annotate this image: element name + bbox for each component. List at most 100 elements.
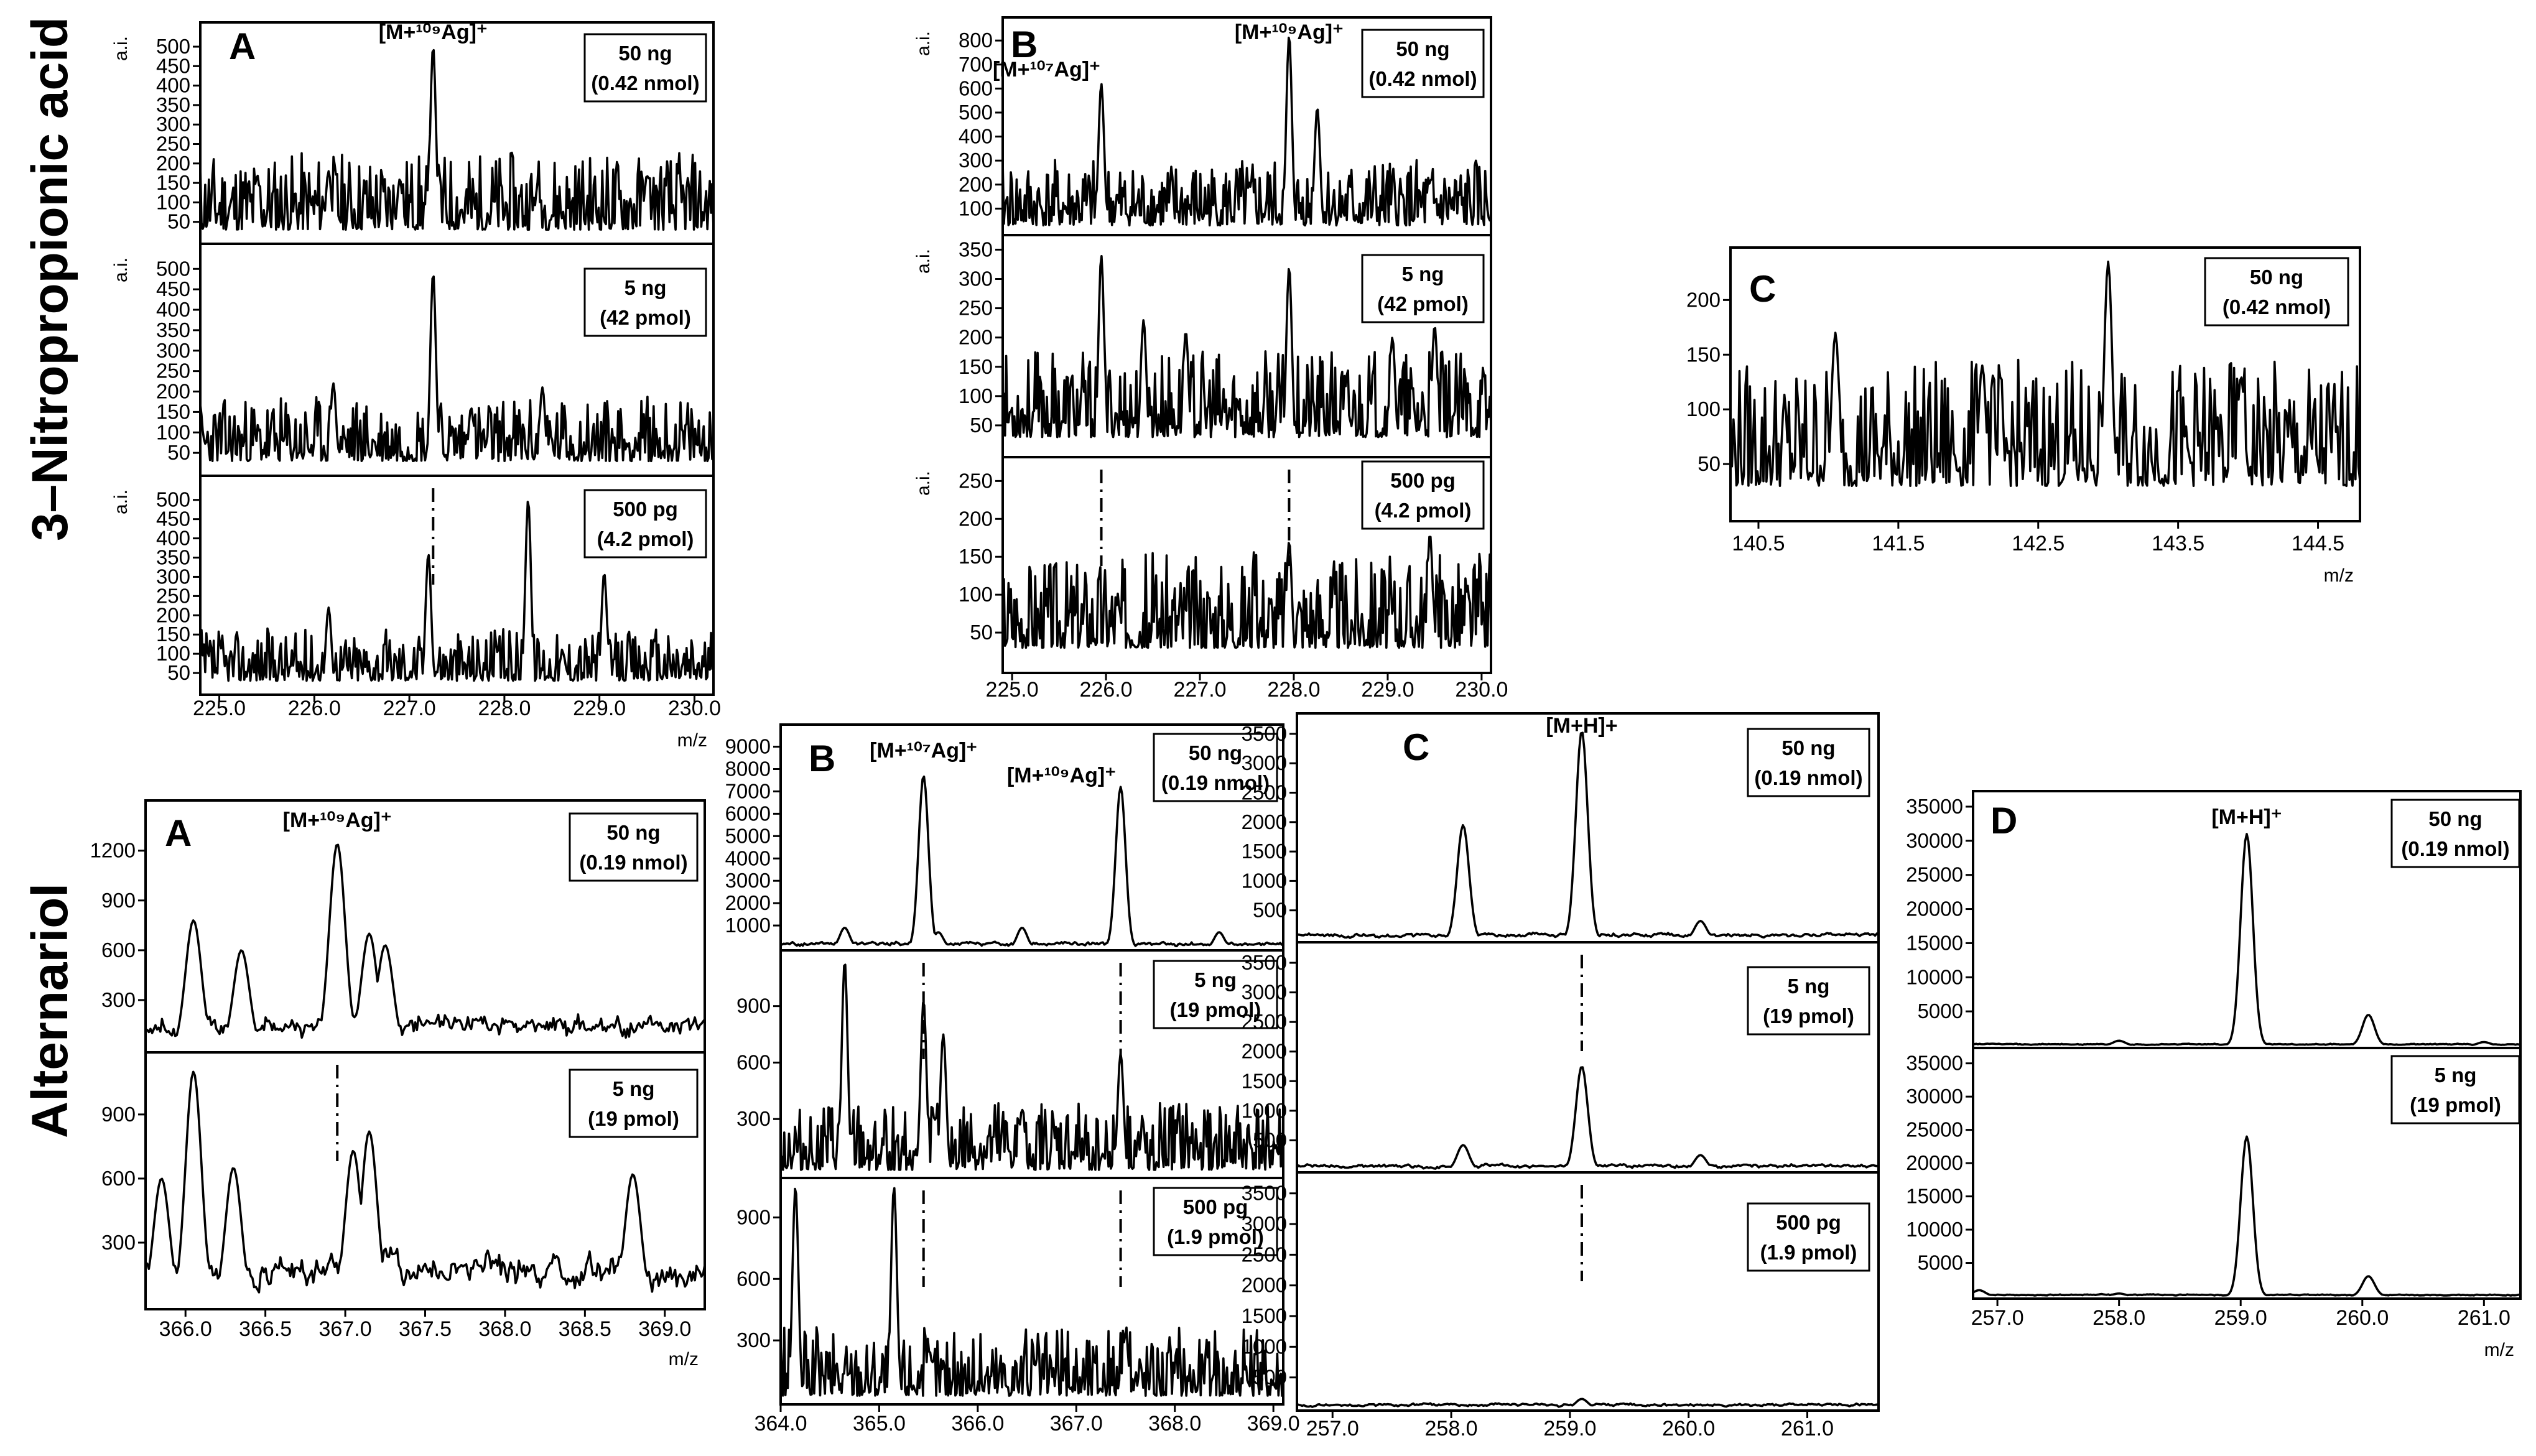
subplot-alt-A-0: 300 600 900 1200 50 ng (0.19 nmol) xyxy=(90,799,706,1054)
panel-letter: B xyxy=(1011,24,1038,65)
panel-letter: A xyxy=(165,812,192,854)
y-tick-label: 400 xyxy=(156,527,190,550)
amount-box xyxy=(583,489,707,559)
moles-label: (4.2 pmol) xyxy=(1375,499,1472,522)
y-tick-label: 450 xyxy=(156,277,190,300)
spectrum-trace xyxy=(1296,1066,1879,1170)
y-tick-label: 250 xyxy=(959,297,993,320)
y-tick-label: 100 xyxy=(156,190,190,213)
amount-label: 500 pg xyxy=(613,498,678,521)
x-tick-label: 225.0 xyxy=(193,697,246,720)
y-axis-label: a.i. xyxy=(111,257,131,282)
moles-label: (0.19 nmol) xyxy=(1161,771,1270,794)
amount-label: 500 pg xyxy=(1390,469,1456,492)
x-tick-label: 366.0 xyxy=(159,1317,212,1341)
amount-label: 50 ng xyxy=(1189,741,1242,764)
x-tick-label: 369.0 xyxy=(638,1317,691,1341)
y-tick-label: 25000 xyxy=(1906,863,1963,886)
spectrum-trace xyxy=(144,1070,706,1294)
y-tick-label: 4000 xyxy=(725,846,771,869)
spectrum-trace xyxy=(1001,536,1492,649)
x-tick-label: 364.0 xyxy=(754,1412,807,1435)
y-tick-label: 300 xyxy=(101,988,136,1011)
peak-label: [M+¹⁰⁹Ag]⁺ xyxy=(283,809,392,832)
y-tick-label: 150 xyxy=(1686,343,1721,366)
amount-label: 50 ng xyxy=(2428,807,2482,830)
x-axis-label: m/z xyxy=(2324,565,2354,586)
subplot-np-B-1: 50 100 150 200 250 300 350 a.i. 5 ng (42 pmol) xyxy=(913,234,1492,458)
y-tick-label: 3500 xyxy=(1242,722,1287,745)
y-tick-label: 400 xyxy=(156,74,190,97)
panel-letter: A xyxy=(229,26,256,67)
amount-label: 500 pg xyxy=(1776,1211,1841,1234)
moles-label: (42 pmol) xyxy=(600,306,691,329)
amount-box xyxy=(1153,1187,1278,1256)
y-tick-label: 50 xyxy=(167,210,190,233)
y-tick-label: 10000 xyxy=(1906,965,1963,988)
x-tick-label: 368.0 xyxy=(1148,1412,1201,1435)
subplot-alt-C-1: 500 1000 1500 2000 2500 3000 3500 5 ng (19 pmol) xyxy=(1242,941,1880,1174)
x-tick-label: 366.0 xyxy=(951,1412,1004,1435)
y-tick-label: 250 xyxy=(156,132,190,155)
y-tick-label: 250 xyxy=(156,584,190,607)
x-tick-label: 365.0 xyxy=(853,1412,906,1435)
subplot-alt-D-0: 5000 10000 15000 20000 25000 30000 35000 50 ng (… xyxy=(1906,790,2522,1049)
y-tick-label: 600 xyxy=(959,77,993,100)
y-tick-label: 450 xyxy=(156,54,190,77)
y-tick-label: 2500 xyxy=(1242,1243,1287,1266)
amount-box xyxy=(583,33,707,103)
x-tick-label: 140.5 xyxy=(1732,532,1785,555)
spectrum-trace xyxy=(1729,260,2361,488)
panel-letter: C xyxy=(1403,726,1429,768)
y-tick-label: 50 xyxy=(167,661,190,684)
amount-box xyxy=(1747,966,1870,1036)
subplot-frame xyxy=(199,475,715,696)
panel-alt-A: 300 600 900 1200 50 ng (0.19 nmol) 300 600 900 5 … xyxy=(90,799,706,1370)
x-axis-label: m/z xyxy=(677,730,707,751)
y-tick-label: 350 xyxy=(156,93,190,116)
moles-label: (19 pmol) xyxy=(1170,998,1261,1021)
y-tick-label: 2500 xyxy=(1242,1010,1287,1033)
spectrum-trace xyxy=(199,275,715,463)
peak-label: [M+H]⁺ xyxy=(2211,805,2282,829)
y-tick-label: 350 xyxy=(959,238,993,261)
y-tick-label: 200 xyxy=(959,326,993,349)
panel-alt-C: 500 1000 1500 2000 2500 3000 3500 50 ng (0.19 nm… xyxy=(1242,712,1880,1440)
amount-label: 5 ng xyxy=(1788,975,1830,998)
x-tick-label: 225.0 xyxy=(986,678,1039,702)
y-axis-label: a.i. xyxy=(913,249,934,274)
y-tick-label: 2000 xyxy=(725,891,771,914)
spectrum-trace xyxy=(1296,731,1879,939)
amount-box xyxy=(1361,460,1485,530)
peak-label: [M+¹⁰⁹Ag]⁺ xyxy=(379,21,488,44)
moles-label: (19 pmol) xyxy=(2410,1093,2501,1116)
x-tick-label: 227.0 xyxy=(1173,678,1226,702)
y-tick-label: 50 xyxy=(167,441,190,464)
y-tick-label: 800 xyxy=(959,29,993,52)
y-tick-label: 100 xyxy=(959,583,993,606)
moles-label: (0.42 nmol) xyxy=(1368,67,1477,90)
y-tick-label: 100 xyxy=(959,197,993,220)
x-tick-label: 258.0 xyxy=(1425,1417,1478,1440)
panel-letter: C xyxy=(1749,268,1776,310)
y-tick-label: 2000 xyxy=(1242,1040,1287,1063)
y-tick-label: 1000 xyxy=(1242,1335,1287,1358)
x-tick-label: 257.0 xyxy=(1306,1417,1359,1440)
y-tick-label: 50 xyxy=(970,621,993,644)
subplot-frame xyxy=(779,1177,1284,1406)
y-tick-label: 300 xyxy=(736,1107,771,1130)
y-tick-label: 3500 xyxy=(1242,1182,1287,1205)
peak-label: [M+¹⁰⁷Ag]⁺ xyxy=(870,739,977,763)
amount-label: 50 ng xyxy=(2250,266,2303,289)
moles-label: (0.19 nmol) xyxy=(579,851,687,874)
y-tick-label: 50 xyxy=(970,414,993,437)
x-tick-label: 230.0 xyxy=(668,697,721,720)
amount-label: 5 ng xyxy=(1402,262,1444,285)
amount-box xyxy=(1153,733,1278,802)
moles-label: (4.2 pmol) xyxy=(597,527,694,550)
subplot-alt-B-2: 300 600 900 500 pg (1.9 pmol) xyxy=(736,1177,1284,1406)
